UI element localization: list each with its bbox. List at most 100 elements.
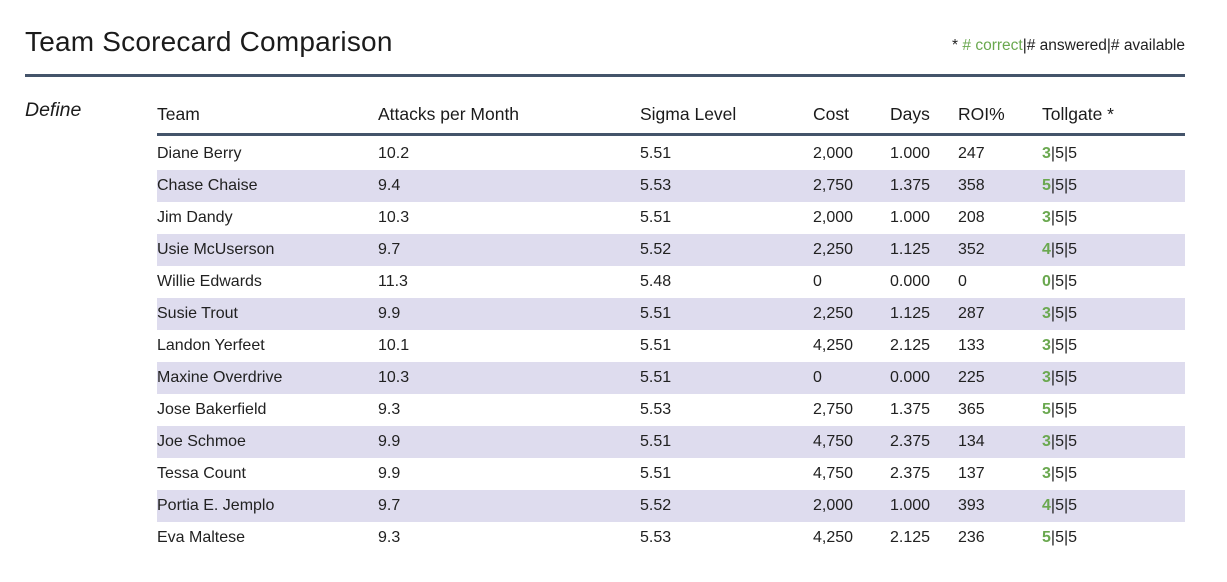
column-header-days: Days bbox=[890, 104, 930, 124]
cell-sigma-level: 5.51 bbox=[640, 369, 672, 386]
cell-sigma-level: 5.51 bbox=[640, 209, 672, 226]
tollgate-correct-count: 4 bbox=[1042, 241, 1051, 258]
cell-tollgate: 3|5|5 bbox=[1042, 138, 1185, 170]
page-title: Team Scorecard Comparison bbox=[25, 26, 393, 57]
tollgate-correct-count: 3 bbox=[1042, 305, 1051, 322]
cell-team: Maxine Overdrive bbox=[157, 369, 283, 386]
tollgate-correct-count: 3 bbox=[1042, 337, 1051, 354]
cell-tollgate: 4|5|5 bbox=[1042, 234, 1185, 266]
cell-roi: 225 bbox=[958, 369, 985, 386]
cell-attacks-per-month: 9.9 bbox=[378, 305, 401, 322]
cell-cost: 2,000 bbox=[813, 145, 854, 162]
tollgate-answered-available: |5|5 bbox=[1050, 273, 1078, 290]
cell-roi: 134 bbox=[958, 433, 985, 450]
cell-team: Eva Maltese bbox=[157, 529, 246, 546]
table-row: Willie Edwards 11.3 5.48 0 0.000 0 0|5|5 bbox=[157, 266, 1185, 298]
cell-attacks-per-month: 10.3 bbox=[378, 369, 410, 386]
tollgate-legend: * # correct|# answered|# available bbox=[952, 37, 1185, 55]
tollgate-correct-count: 3 bbox=[1042, 209, 1051, 226]
tollgate-correct-count: 5 bbox=[1042, 177, 1051, 194]
cell-roi: 393 bbox=[958, 497, 985, 514]
tollgate-correct-count: 3 bbox=[1042, 465, 1051, 482]
tollgate-correct-count: 3 bbox=[1042, 369, 1051, 386]
column-header-sigma: Sigma Level bbox=[640, 104, 737, 124]
cell-team: Usie McUserson bbox=[157, 241, 275, 258]
cell-roi: 365 bbox=[958, 401, 985, 418]
cell-tollgate: 0|5|5 bbox=[1042, 266, 1185, 298]
cell-attacks-per-month: 9.3 bbox=[378, 529, 401, 546]
tollgate-answered-available: |5|5 bbox=[1050, 529, 1078, 546]
table-row: Chase Chaise 9.4 5.53 2,750 1.375 358 5|… bbox=[157, 170, 1185, 202]
cell-sigma-level: 5.51 bbox=[640, 465, 672, 482]
cell-days: 1.125 bbox=[890, 305, 931, 322]
cell-cost: 2,250 bbox=[813, 241, 854, 258]
cell-team: Landon Yerfeet bbox=[157, 337, 265, 354]
cell-cost: 2,750 bbox=[813, 177, 854, 194]
cell-cost: 2,000 bbox=[813, 209, 854, 226]
cell-team: Willie Edwards bbox=[157, 273, 262, 290]
phase-label-define: Define bbox=[25, 99, 82, 121]
column-header-tollgate: Tollgate * bbox=[1042, 104, 1114, 124]
cell-days: 2.375 bbox=[890, 465, 931, 482]
tollgate-correct-count: 3 bbox=[1042, 145, 1051, 162]
cell-roi: 358 bbox=[958, 177, 985, 194]
tollgate-answered-available: |5|5 bbox=[1050, 145, 1078, 162]
cell-tollgate: 3|5|5 bbox=[1042, 330, 1185, 362]
column-header-team: Team bbox=[157, 104, 200, 124]
tollgate-answered-available: |5|5 bbox=[1050, 337, 1078, 354]
cell-tollgate: 3|5|5 bbox=[1042, 362, 1185, 394]
cell-days: 1.000 bbox=[890, 497, 931, 514]
tollgate-correct-count: 3 bbox=[1042, 433, 1051, 450]
column-header-roi: ROI% bbox=[958, 104, 1005, 124]
tollgate-correct-count: 5 bbox=[1042, 529, 1051, 546]
cell-roi: 247 bbox=[958, 145, 985, 162]
cell-days: 2.125 bbox=[890, 337, 931, 354]
cell-days: 0.000 bbox=[890, 273, 931, 290]
cell-cost: 4,750 bbox=[813, 465, 854, 482]
tollgate-answered-available: |5|5 bbox=[1050, 369, 1078, 386]
tollgate-correct-count: 0 bbox=[1042, 273, 1051, 290]
table-row: Portia E. Jemplo 9.7 5.52 2,000 1.000 39… bbox=[157, 490, 1185, 522]
cell-tollgate: 5|5|5 bbox=[1042, 170, 1185, 202]
cell-tollgate: 5|5|5 bbox=[1042, 522, 1185, 554]
table-row: Jose Bakerfield 9.3 5.53 2,750 1.375 365… bbox=[157, 394, 1185, 426]
table-row: Usie McUserson 9.7 5.52 2,250 1.125 352 … bbox=[157, 234, 1185, 266]
table-row: Maxine Overdrive 10.3 5.51 0 0.000 225 3… bbox=[157, 362, 1185, 394]
cell-tollgate: 3|5|5 bbox=[1042, 458, 1185, 490]
cell-days: 1.000 bbox=[890, 145, 931, 162]
cell-sigma-level: 5.53 bbox=[640, 177, 672, 194]
table-body: Diane Berry 10.2 5.51 2,000 1.000 247 3|… bbox=[157, 138, 1185, 554]
cell-cost: 0 bbox=[813, 369, 822, 386]
cell-attacks-per-month: 10.2 bbox=[378, 145, 410, 162]
cell-tollgate: 4|5|5 bbox=[1042, 490, 1185, 522]
cell-roi: 208 bbox=[958, 209, 985, 226]
cell-sigma-level: 5.51 bbox=[640, 337, 672, 354]
table-row: Tessa Count 9.9 5.51 4,750 2.375 137 3|5… bbox=[157, 458, 1185, 490]
table-row: Susie Trout 9.9 5.51 2,250 1.125 287 3|5… bbox=[157, 298, 1185, 330]
cell-sigma-level: 5.53 bbox=[640, 401, 672, 418]
cell-days: 1.375 bbox=[890, 177, 931, 194]
cell-sigma-level: 5.52 bbox=[640, 241, 672, 258]
tollgate-answered-available: |5|5 bbox=[1050, 433, 1078, 450]
cell-cost: 4,750 bbox=[813, 433, 854, 450]
title-divider bbox=[25, 74, 1185, 77]
table-row: Diane Berry 10.2 5.51 2,000 1.000 247 3|… bbox=[157, 138, 1185, 170]
cell-days: 0.000 bbox=[890, 369, 931, 386]
tollgate-answered-available: |5|5 bbox=[1050, 401, 1078, 418]
scorecard-table: Team Attacks per Month Sigma Level Cost … bbox=[157, 96, 1185, 554]
cell-cost: 2,000 bbox=[813, 497, 854, 514]
cell-attacks-per-month: 9.7 bbox=[378, 497, 401, 514]
tollgate-correct-count: 5 bbox=[1042, 401, 1051, 418]
cell-team: Tessa Count bbox=[157, 465, 246, 482]
cell-tollgate: 5|5|5 bbox=[1042, 394, 1185, 426]
cell-sigma-level: 5.53 bbox=[640, 529, 672, 546]
cell-team: Susie Trout bbox=[157, 305, 238, 322]
tollgate-answered-available: |5|5 bbox=[1050, 177, 1078, 194]
cell-attacks-per-month: 11.3 bbox=[378, 273, 408, 290]
cell-team: Joe Schmoe bbox=[157, 433, 246, 450]
table-header-row: Team Attacks per Month Sigma Level Cost … bbox=[157, 96, 1185, 136]
cell-attacks-per-month: 9.9 bbox=[378, 433, 401, 450]
tollgate-answered-available: |5|5 bbox=[1050, 305, 1078, 322]
legend-correct-label: # correct bbox=[962, 37, 1023, 54]
